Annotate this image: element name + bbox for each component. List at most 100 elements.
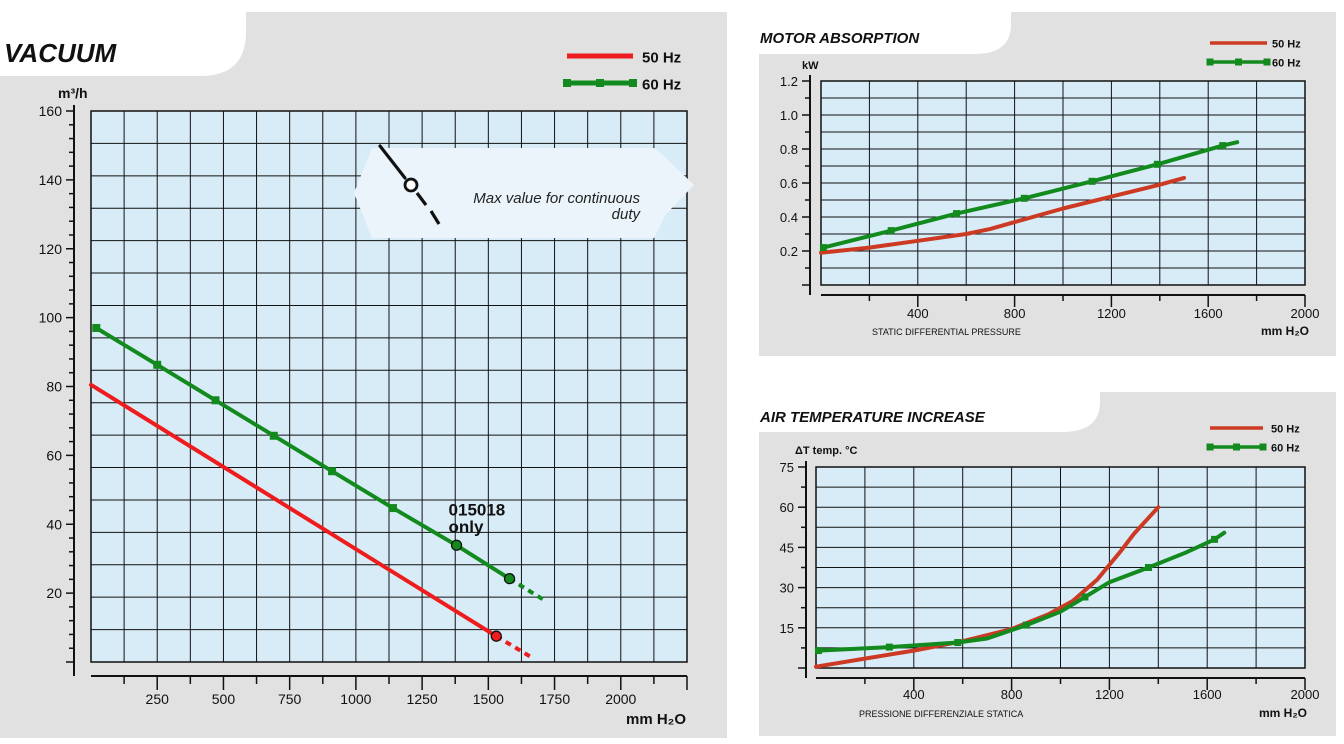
legend-item: 60 Hz xyxy=(1206,58,1301,70)
series-line xyxy=(821,140,1240,250)
y-axis-label: kW xyxy=(802,60,819,72)
series xyxy=(814,505,1227,669)
legend-item: 50 Hz xyxy=(567,50,681,67)
annotation-only: only xyxy=(449,517,484,536)
y-axis-label: m³/h xyxy=(58,85,88,101)
callout-bg xyxy=(354,148,694,238)
data-point xyxy=(885,643,893,651)
data-point xyxy=(388,504,397,513)
series-line xyxy=(819,175,1186,255)
legend-label: 50 Hz xyxy=(1271,424,1300,436)
endpoint-marker xyxy=(450,539,463,551)
legend-item: 50 Hz xyxy=(1210,424,1300,436)
duty-dial-needle xyxy=(378,144,407,180)
chart-vacuum: VACUUM 20 40 60 80 100 120 140 160 250 500 750 1000 1… xyxy=(4,38,694,728)
y-tick-label: 80 xyxy=(46,379,62,395)
series-extension-dashed xyxy=(495,634,532,659)
x-tick-labels: 400 800 1200 1600 2000 xyxy=(907,306,1320,321)
series xyxy=(819,140,1240,255)
chart-title: MOTOR ABSORPTION xyxy=(760,30,920,47)
x-axis-caption: PRESSIONE DIFFERENZIALE STATICA xyxy=(859,709,1023,719)
y-tick-label: 60 xyxy=(780,500,794,515)
legend: 50 Hz 60 Hz xyxy=(1206,39,1301,70)
x-tick-label: 1200 xyxy=(1097,306,1126,321)
legend-marker xyxy=(1206,443,1214,451)
legend-marker xyxy=(1206,58,1214,66)
legend-marker xyxy=(596,79,604,87)
series xyxy=(89,323,546,659)
series-50-hz xyxy=(89,382,532,659)
duty-dial-dash1 xyxy=(415,192,428,206)
x-tick-label: 1750 xyxy=(539,691,570,707)
data-point xyxy=(1211,535,1219,543)
x-axis-label: mm H₂O xyxy=(1259,706,1307,720)
legend: 50 Hz 60 Hz xyxy=(563,50,681,94)
legend-label: 50 Hz xyxy=(642,50,681,67)
y-tick-label: 75 xyxy=(780,460,794,475)
series-50-hz xyxy=(819,175,1186,255)
x-axis-label: mm H₂O xyxy=(626,711,686,728)
y-tick-label: 1.2 xyxy=(780,74,798,89)
callout-text-line1: Max value for continuous xyxy=(473,190,640,207)
y-tick-label: 0.8 xyxy=(780,142,798,157)
y-tick-label: 40 xyxy=(46,516,62,532)
x-tick-labels: 400 800 1200 1600 2000 xyxy=(903,687,1320,702)
chart-title: VACUUM xyxy=(4,38,118,68)
plot-border xyxy=(820,80,1306,286)
x-axis-caption: STATIC DIFFERENTIAL PRESSURE xyxy=(872,327,1021,337)
series-line xyxy=(94,326,512,581)
annotation-model: 015018 xyxy=(449,500,506,519)
chart-title: AIR TEMPERATURE INCREASE xyxy=(759,409,986,426)
endpoint-marker xyxy=(490,630,502,642)
x-tick-label: 1600 xyxy=(1193,687,1222,702)
y-tick-label: 30 xyxy=(780,581,794,596)
legend-marker xyxy=(1263,58,1271,66)
chart-temp: AIR TEMPERATURE INCREASE 15 30 45 60 75 400 800… xyxy=(759,409,1319,720)
series-extension-dashed xyxy=(508,576,546,602)
y-tick-label: 15 xyxy=(780,621,794,636)
x-tick-label: 2000 xyxy=(605,691,636,707)
x-tick-label: 1000 xyxy=(340,691,371,707)
legend-label: 60 Hz xyxy=(1271,443,1300,455)
legend-item: 60 Hz xyxy=(1206,443,1300,455)
data-point xyxy=(954,639,962,647)
data-point xyxy=(1153,160,1161,168)
data-point xyxy=(269,431,278,440)
data-point xyxy=(1020,194,1028,202)
y-tick-labels: 20 40 60 80 100 120 140 160 xyxy=(39,103,63,601)
series-line xyxy=(89,382,499,639)
y-minor-ticks xyxy=(66,110,74,663)
x-tick-label: 250 xyxy=(146,691,170,707)
data-point xyxy=(1219,142,1227,150)
x-tick-label: 1500 xyxy=(473,691,504,707)
legend-marker xyxy=(1235,58,1242,66)
y-tick-label: 0.2 xyxy=(780,244,798,259)
data-point xyxy=(153,360,162,369)
chart-motor: MOTOR ABSORPTION 0.2 0.4 0.6 0.8 1.0 1.2 400 800… xyxy=(760,30,1319,338)
x-tick-label: 400 xyxy=(907,306,929,321)
x-ticks xyxy=(868,295,1306,307)
x-tick-label: 800 xyxy=(1001,687,1023,702)
data-point xyxy=(1081,593,1089,601)
x-axis-label: mm H₂O xyxy=(1261,324,1309,338)
legend: 50 Hz 60 Hz xyxy=(1206,424,1300,455)
plot-border xyxy=(815,466,1306,669)
panel-vacuum-tab xyxy=(0,12,246,76)
endpoint-marker xyxy=(503,573,516,585)
series-line xyxy=(816,530,1227,653)
duty-dial-icon xyxy=(403,177,419,193)
x-tick-label: 1200 xyxy=(1095,687,1124,702)
panel-temp-tab xyxy=(759,392,1100,432)
series-60-hz xyxy=(814,530,1227,655)
y-axis-label: ΔT temp. °C xyxy=(795,445,857,457)
series-60-hz xyxy=(819,140,1240,252)
y-tick-label: 160 xyxy=(39,103,63,119)
y-tick-label: 140 xyxy=(39,172,63,188)
y-tick-label: 45 xyxy=(780,540,794,555)
data-point xyxy=(1145,564,1153,571)
x-tick-label: 1250 xyxy=(407,691,438,707)
y-tick-label: 0.6 xyxy=(780,176,798,191)
legend-marker xyxy=(1259,443,1267,451)
